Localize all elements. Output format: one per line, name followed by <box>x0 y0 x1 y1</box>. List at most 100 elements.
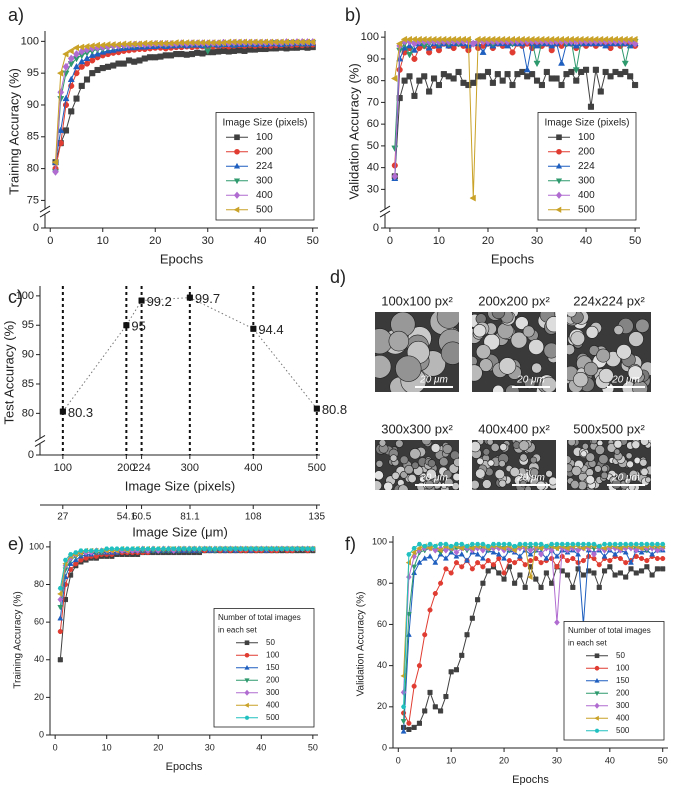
grain <box>404 464 414 475</box>
marker <box>601 545 607 552</box>
legend-title: Image Size (pixels) <box>544 117 629 128</box>
marker <box>533 60 541 68</box>
x-axis-title: Epochs <box>512 774 549 785</box>
y-axis-title: Test Accuracy (%) <box>1 320 16 424</box>
legend-label: 300 <box>266 688 280 697</box>
x-tick-label: 40 <box>256 742 266 752</box>
legend-marker <box>233 206 240 213</box>
grain <box>397 484 409 490</box>
marker <box>527 558 534 564</box>
marker <box>62 127 70 134</box>
data-label: 99.2 <box>147 294 172 309</box>
micrograph: 20 μm <box>472 312 556 392</box>
marker <box>660 566 666 572</box>
marker <box>57 586 63 591</box>
marker <box>597 88 604 95</box>
grain <box>515 316 529 330</box>
marker <box>209 49 217 56</box>
legend-label: 50 <box>266 638 275 647</box>
marker <box>427 541 433 547</box>
marker <box>453 560 460 566</box>
marker <box>654 546 661 554</box>
y-tick-label: 60 <box>377 619 387 629</box>
grain <box>530 456 537 464</box>
x-tick-label: 40 <box>605 755 615 765</box>
marker <box>480 564 486 570</box>
axis-break-mark <box>379 210 391 218</box>
marker <box>553 75 560 82</box>
grain <box>388 330 410 352</box>
marker <box>591 541 597 547</box>
y-tick-label: 100 <box>361 31 379 43</box>
y-tick-label: 90 <box>22 349 34 361</box>
grain <box>510 331 528 349</box>
x-tick-label: 20 <box>153 742 163 752</box>
legend-marker <box>594 653 600 659</box>
marker <box>495 551 502 557</box>
marker <box>406 720 412 726</box>
grain <box>616 344 632 360</box>
marker <box>617 555 623 562</box>
grain <box>509 466 520 478</box>
marker <box>78 57 86 65</box>
grain <box>407 473 417 484</box>
marker <box>586 541 592 547</box>
grain <box>486 440 494 446</box>
marker <box>62 557 69 563</box>
marker <box>263 546 270 552</box>
marker <box>217 546 223 552</box>
series-line <box>62 297 318 412</box>
marker <box>628 566 634 572</box>
marker <box>438 541 444 547</box>
marker <box>57 596 64 603</box>
marker <box>57 126 65 133</box>
marker <box>660 541 666 547</box>
marker <box>570 541 576 547</box>
grain <box>585 468 594 477</box>
marker <box>469 39 477 48</box>
grain <box>439 457 449 467</box>
micrograph: 20 μm <box>567 312 651 392</box>
image-caption: 500x500 px² <box>573 421 645 436</box>
marker <box>464 557 470 563</box>
x-tick-label: 10 <box>446 755 456 765</box>
marker <box>114 41 121 49</box>
marker <box>453 667 460 673</box>
marker <box>67 54 75 63</box>
marker <box>548 546 555 554</box>
marker <box>554 618 560 626</box>
legend-title: in each set <box>568 638 607 647</box>
grain <box>475 468 486 479</box>
marker <box>458 551 465 557</box>
marker <box>178 51 185 58</box>
marker <box>410 549 417 556</box>
marker <box>416 559 423 565</box>
marker <box>496 541 502 547</box>
y-tick-label: 0 <box>373 222 379 234</box>
grain <box>590 440 598 445</box>
marker <box>248 546 254 552</box>
marker <box>501 555 508 561</box>
legend-marker <box>244 678 250 684</box>
grain <box>389 454 398 462</box>
axis-break-mark <box>34 440 46 447</box>
marker <box>453 548 460 556</box>
marker <box>94 66 101 74</box>
x-tick-label: 300 <box>181 462 199 474</box>
marker <box>564 558 571 564</box>
marker <box>504 71 511 78</box>
marker <box>533 576 539 582</box>
marker <box>167 39 174 47</box>
marker <box>568 68 575 76</box>
grain <box>585 452 596 462</box>
marker <box>639 555 645 562</box>
marker <box>135 40 142 48</box>
legend-marker <box>233 162 241 169</box>
panel-label: c) <box>8 287 23 307</box>
grain <box>479 358 493 372</box>
grain <box>409 448 421 460</box>
image-caption: 200x200 px² <box>478 293 550 308</box>
marker <box>274 546 280 552</box>
y-tick-label: 60 <box>34 617 44 627</box>
grain <box>530 467 539 477</box>
